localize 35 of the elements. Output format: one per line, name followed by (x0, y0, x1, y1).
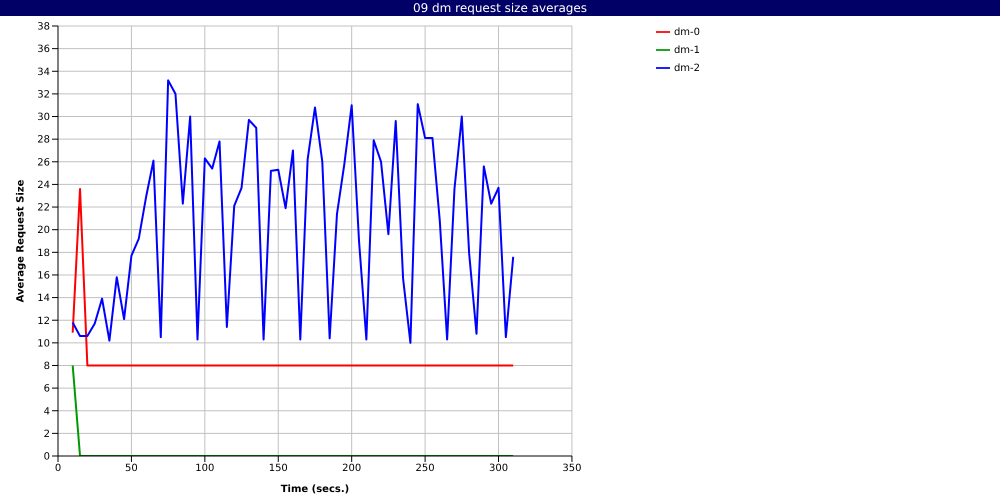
x-tick-label: 200 (342, 463, 362, 474)
y-tick-label: 26 (37, 157, 50, 168)
line-series (72, 79, 514, 344)
x-axis-title: Time (secs.) (280, 484, 350, 495)
chart-title: 09 dm request size averages (0, 0, 1000, 16)
y-tick-label: 38 (37, 22, 50, 33)
legend-label: dm-2 (674, 63, 700, 74)
y-tick-label: 34 (37, 66, 50, 78)
y-tick-label: 12 (37, 316, 50, 327)
x-tick-label: 300 (488, 463, 508, 474)
y-tick-label: 8 (44, 361, 50, 372)
y-tick-label: 22 (37, 202, 50, 214)
y-tick-label: 20 (37, 225, 50, 236)
y-tick-label: 0 (44, 452, 50, 463)
y-tick-label: 6 (44, 384, 50, 395)
x-tick-label: 50 (125, 463, 138, 474)
x-tick-label: 0 (54, 463, 62, 474)
y-tick-label: 28 (37, 134, 50, 146)
y-tick-label: 14 (37, 293, 50, 304)
x-tick-label: 350 (562, 463, 582, 474)
x-tick-label: 150 (268, 463, 288, 474)
x-tick-label: 250 (416, 463, 435, 474)
y-axis-title: Average Request Size (16, 179, 27, 302)
legend-label: dm-0 (674, 27, 700, 38)
y-tick-label: 2 (44, 428, 50, 440)
y-tick-label: 4 (44, 406, 50, 418)
y-tick-label: 18 (37, 248, 50, 259)
y-tick-label: 32 (37, 89, 50, 100)
y-tick-label: 30 (37, 112, 50, 124)
y-tick-label: 36 (37, 44, 50, 56)
y-tick-label: 24 (37, 180, 50, 191)
y-tick-label: 10 (37, 338, 50, 350)
y-tick-label: 16 (37, 270, 50, 282)
legend-label: dm-1 (674, 45, 700, 56)
x-tick-label: 100 (195, 463, 214, 474)
